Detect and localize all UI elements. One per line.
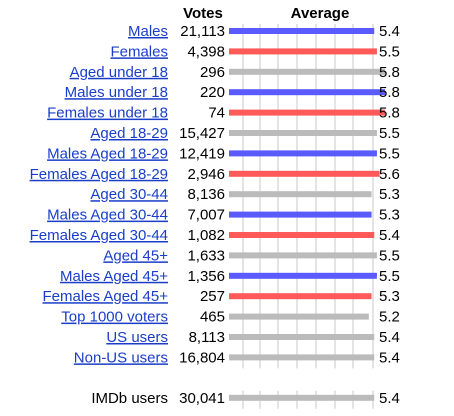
row-label[interactable]: Females under 18 xyxy=(47,105,168,122)
row-average: 5.4 xyxy=(379,23,400,40)
row-votes: 257 xyxy=(200,288,225,305)
row-votes: 74 xyxy=(208,105,225,122)
row-votes: 1,082 xyxy=(187,227,225,244)
chart-row: Males Aged 30-44 7,007 5.3 xyxy=(47,207,400,224)
average-bar xyxy=(229,170,380,177)
average-bar xyxy=(229,252,377,259)
chart-row: Aged 18-29 15,427 5.5 xyxy=(90,125,399,142)
chart-row: Aged under 18 296 5.8 xyxy=(70,64,400,81)
chart-row: US users 8,113 5.4 xyxy=(106,329,400,346)
chart-row: Non-US users 16,804 5.4 xyxy=(74,349,400,366)
chart-row: Females under 18 74 5.8 xyxy=(47,105,400,122)
row-label[interactable]: Females xyxy=(110,43,168,60)
row-average: 5.8 xyxy=(379,64,400,81)
rows-group: Males 21,113 5.4 Females 4,398 5.5 Aged under … xyxy=(30,23,400,407)
row-label[interactable]: Aged 45+ xyxy=(103,247,168,264)
average-bar xyxy=(229,334,375,340)
average-bar xyxy=(229,150,377,157)
row-label[interactable]: Non-US users xyxy=(74,349,168,366)
row-votes: 15,427 xyxy=(179,125,225,142)
row-average: 5.4 xyxy=(379,349,400,366)
average-bar xyxy=(229,211,372,218)
chart-row: Males under 18 220 5.8 xyxy=(65,84,400,101)
row-votes: 8,136 xyxy=(187,186,225,203)
row-label[interactable]: Males xyxy=(128,23,168,40)
chart-row: Males 21,113 5.4 xyxy=(128,23,400,40)
row-votes: 465 xyxy=(200,309,225,326)
row-votes: 4,398 xyxy=(187,43,225,60)
chart-row: Aged 30-44 8,136 5.3 xyxy=(90,186,399,203)
row-average: 5.8 xyxy=(379,84,400,101)
row-label[interactable]: Males under 18 xyxy=(65,84,168,101)
row-average: 5.2 xyxy=(379,309,400,326)
row-label[interactable]: Females Aged 45+ xyxy=(42,288,168,305)
row-votes: 296 xyxy=(200,64,225,81)
row-votes: 21,113 xyxy=(180,23,225,40)
average-bar xyxy=(229,354,375,361)
average-bar xyxy=(229,28,375,34)
chart-row: Females Aged 45+ 257 5.3 xyxy=(42,288,399,305)
average-bar xyxy=(229,109,385,116)
row-votes: 16,804 xyxy=(179,349,225,366)
average-bar xyxy=(229,89,385,96)
row-average: 5.4 xyxy=(379,227,400,244)
row-average: 5.5 xyxy=(379,145,400,162)
average-bar xyxy=(229,68,385,75)
row-average: 5.5 xyxy=(379,247,400,264)
row-label[interactable]: Aged 30-44 xyxy=(90,186,168,203)
row-average: 5.6 xyxy=(379,166,400,183)
row-votes: 12,419 xyxy=(179,145,225,162)
votes-header: Votes xyxy=(183,5,223,22)
row-label[interactable]: Males Aged 18-29 xyxy=(47,145,168,162)
row-votes: 2,946 xyxy=(187,166,225,183)
average-header: Average xyxy=(291,5,350,22)
row-label[interactable]: Aged 18-29 xyxy=(90,125,168,142)
average-bar xyxy=(229,313,369,320)
average-bar xyxy=(229,191,372,198)
average-bar xyxy=(229,48,377,55)
chart-row: Females Aged 30-44 1,082 5.4 xyxy=(30,227,400,244)
row-label[interactable]: Males Aged 45+ xyxy=(60,268,168,285)
average-bar xyxy=(229,232,375,238)
row-votes: 1,633 xyxy=(187,247,225,264)
chart-row: IMDb users 30,041 5.4 xyxy=(91,390,400,407)
row-label[interactable]: Females Aged 30-44 xyxy=(30,227,168,244)
row-votes: 8,113 xyxy=(189,329,225,346)
chart-row: Top 1000 voters 465 5.2 xyxy=(61,309,400,326)
chart-row: Males Aged 18-29 12,419 5.5 xyxy=(47,145,400,162)
row-average: 5.5 xyxy=(379,43,400,60)
chart-row: Females 4,398 5.5 xyxy=(110,43,399,60)
row-votes: 7,007 xyxy=(187,207,225,224)
chart-row: Aged 45+ 1,633 5.5 xyxy=(103,247,400,264)
row-label: IMDb users xyxy=(91,390,168,407)
row-average: 5.5 xyxy=(379,268,400,285)
average-bar xyxy=(229,272,377,279)
row-votes: 30,041 xyxy=(179,390,225,407)
row-label[interactable]: Females Aged 18-29 xyxy=(30,166,168,183)
row-average: 5.4 xyxy=(379,329,400,346)
row-votes: 1,356 xyxy=(187,268,225,285)
average-bar xyxy=(229,293,372,300)
row-label[interactable]: Males Aged 30-44 xyxy=(47,207,168,224)
row-votes: 220 xyxy=(200,84,225,101)
chart-row: Males Aged 45+ 1,356 5.5 xyxy=(60,268,400,285)
row-average: 5.4 xyxy=(379,390,400,407)
row-label[interactable]: Top 1000 voters xyxy=(61,309,168,326)
chart-row: Females Aged 18-29 2,946 5.6 xyxy=(30,166,400,183)
row-average: 5.3 xyxy=(379,186,400,203)
row-average: 5.5 xyxy=(379,125,400,142)
row-average: 5.3 xyxy=(379,288,400,305)
average-bar xyxy=(229,130,377,136)
row-average: 5.8 xyxy=(379,105,400,122)
row-label[interactable]: US users xyxy=(106,329,168,346)
average-bar xyxy=(229,394,375,401)
row-label[interactable]: Aged under 18 xyxy=(70,64,168,81)
row-average: 5.3 xyxy=(379,207,400,224)
